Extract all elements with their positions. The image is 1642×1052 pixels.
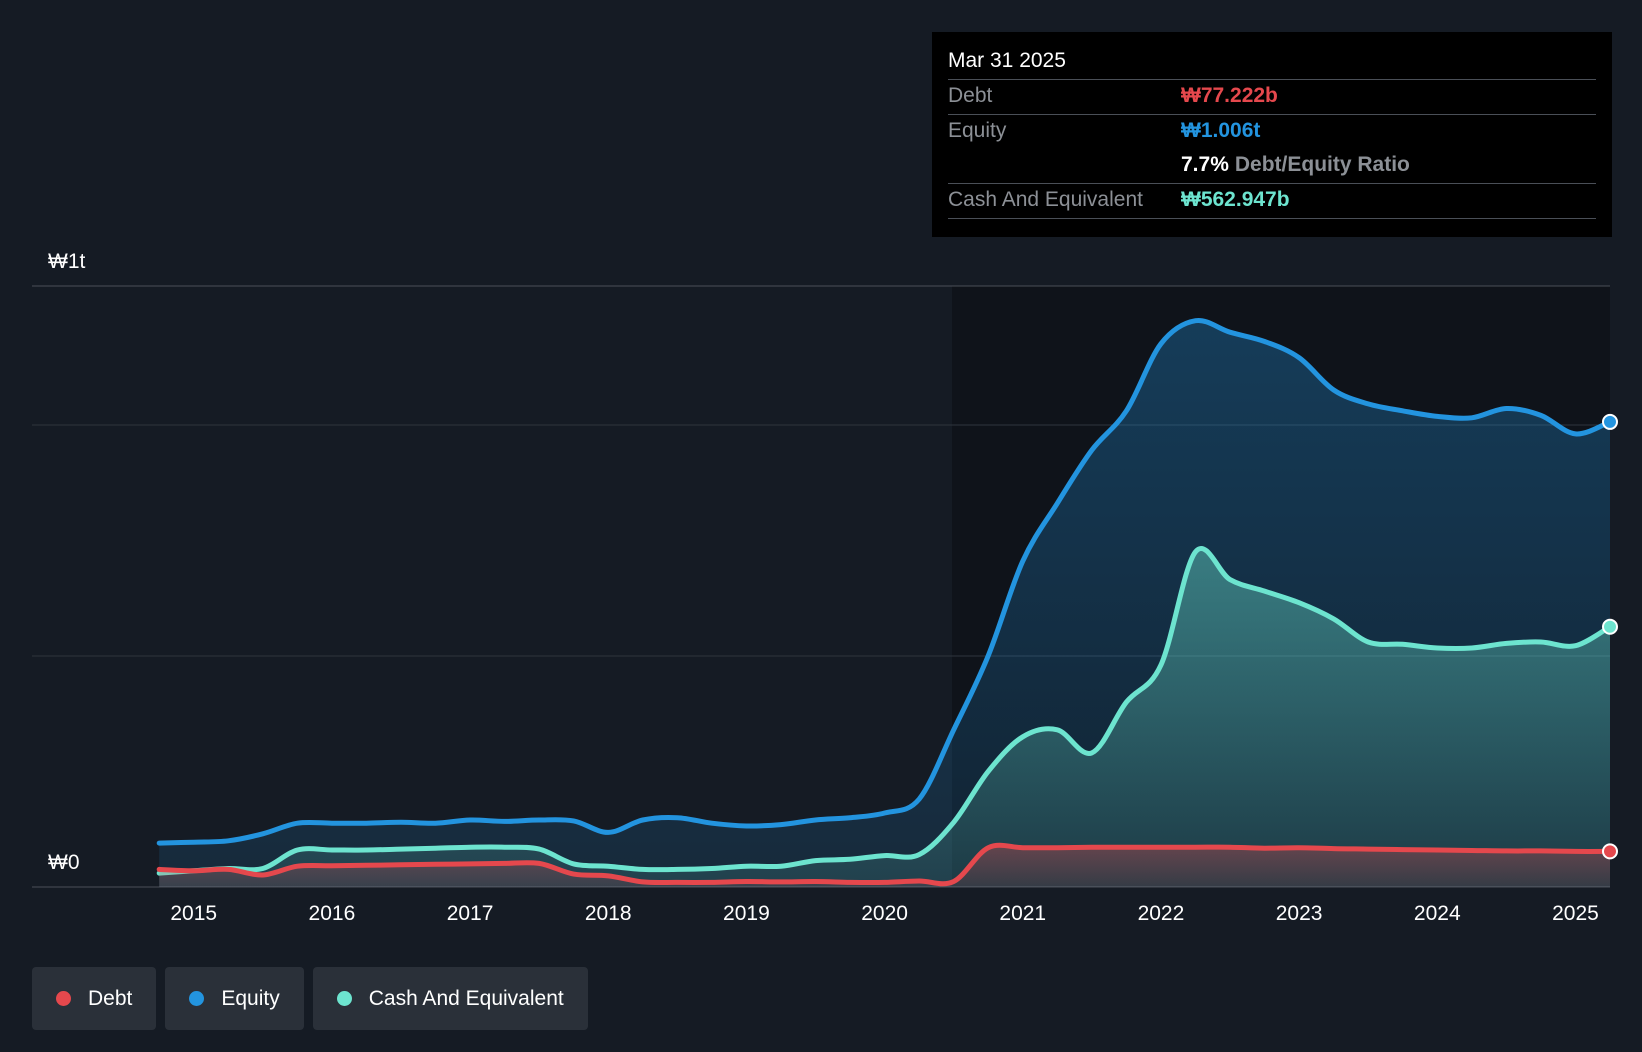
x-tick-label-2022: 2022	[1138, 902, 1185, 925]
tooltip-cash-label: Cash And Equivalent	[948, 188, 1143, 211]
legend: Debt Equity Cash And Equivalent	[32, 967, 588, 1030]
debt-line	[156, 842, 1613, 887]
tooltip-cash-value: ₩562.947b	[1181, 188, 1290, 211]
x-tick-label-2020: 2020	[861, 902, 908, 925]
x-tick-label-2015: 2015	[170, 902, 217, 925]
tooltip-date: Mar 31 2025	[948, 46, 1596, 80]
legend-cash-label: Cash And Equivalent	[368, 986, 564, 1010]
x-tick-label-2016: 2016	[309, 902, 356, 925]
legend-equity-label: Equity	[221, 986, 280, 1010]
x-tick-label-2019: 2019	[723, 902, 770, 925]
x-tick-label-2021: 2021	[999, 902, 1046, 925]
x-tick-label-2025: 2025	[1552, 902, 1599, 925]
tooltip-debt-label: Debt	[948, 84, 993, 107]
legend-item-equity[interactable]: Equity	[165, 967, 304, 1030]
y-axis-top-label: ₩1t	[48, 250, 86, 273]
series-layer	[156, 317, 1618, 887]
tooltip-panel: Mar 31 2025 Debt ₩77.222b Equity ₩1.006t…	[932, 32, 1612, 237]
cash-area	[159, 548, 1611, 887]
x-axis-ticks: 2015 2016 2017 2018 2019 2020 2021 2022 2023 2024…	[170, 902, 1598, 925]
equity-endpoint-marker[interactable]	[1602, 413, 1618, 430]
tooltip-equity-label: Equity	[948, 119, 1007, 142]
tooltip-equity-row: Equity ₩1.006t	[948, 115, 1596, 149]
y-axis-bottom-label: ₩0	[48, 851, 80, 874]
x-tick-label-2018: 2018	[585, 902, 632, 925]
x-tick-label-2017: 2017	[447, 902, 494, 925]
equity-dot-icon	[189, 991, 205, 1006]
cash-dot-icon	[336, 991, 352, 1006]
tooltip-equity-value: ₩1.006t	[1181, 119, 1261, 142]
legend-item-debt[interactable]: Debt	[32, 967, 157, 1030]
equity-line	[156, 317, 1613, 846]
cash-line	[156, 546, 1613, 876]
debt-area	[159, 845, 1611, 887]
debt-endpoint-marker[interactable]	[1602, 843, 1618, 860]
legend-item-cash[interactable]: Cash And Equivalent	[312, 967, 588, 1030]
tooltip-ratio-value: 7.7%	[1181, 153, 1229, 176]
debt-dot-icon	[56, 991, 71, 1006]
legend-debt-label: Debt	[88, 986, 133, 1010]
x-tick-label-2023: 2023	[1276, 902, 1323, 925]
x-tick-label-2024: 2024	[1414, 902, 1461, 925]
tooltip-debt-value: ₩77.222b	[1181, 84, 1278, 107]
tooltip-debt-row: Debt ₩77.222b	[948, 80, 1596, 115]
tooltip-ratio-label: Debt/Equity Ratio	[1234, 153, 1410, 176]
tooltip-cash-row: Cash And Equivalent ₩562.947b	[948, 184, 1596, 219]
cash-endpoint-marker[interactable]	[1602, 618, 1618, 635]
tooltip-ratio-row: 7.7% Debt/Equity Ratio	[948, 149, 1596, 184]
